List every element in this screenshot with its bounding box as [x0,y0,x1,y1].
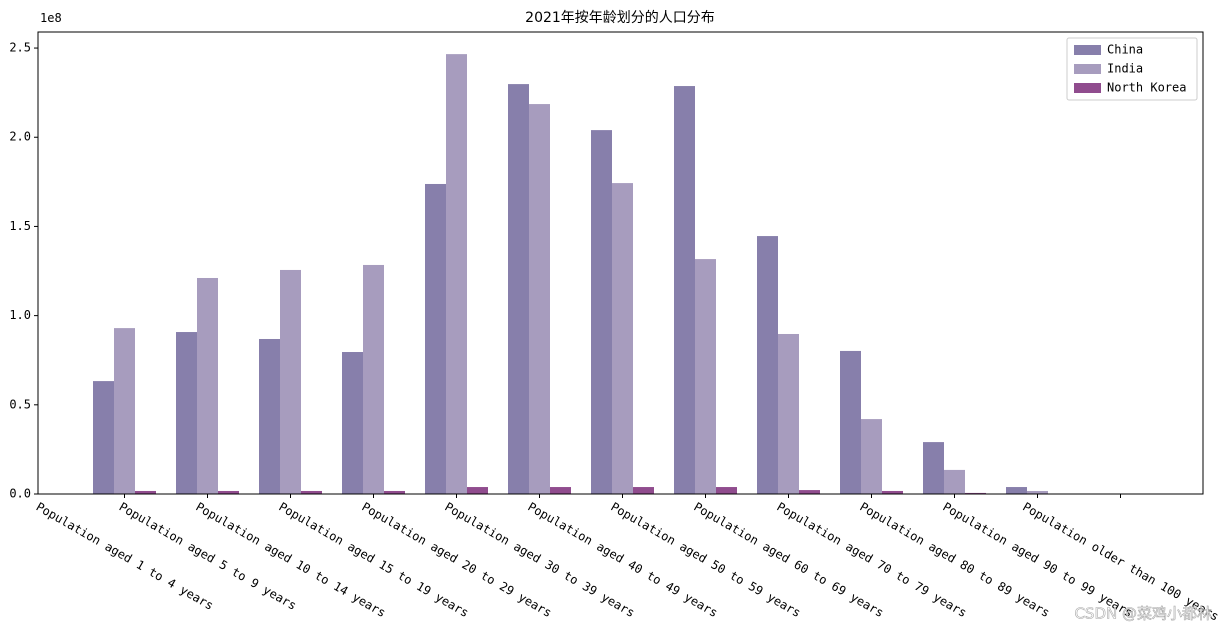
chart-title: 2021年按年龄划分的人口分布 [525,10,715,26]
bar [674,86,695,494]
bar [342,352,363,494]
bar [965,492,986,494]
bar [861,419,882,494]
bar [923,442,944,494]
legend-label: China [1107,43,1143,57]
watermark: CSDN @菜鸡小都林 [1074,605,1212,623]
y-tick-label: 1.5 [9,219,31,233]
bar [280,269,301,494]
y-tick-label: 0.0 [9,487,31,501]
bar [591,130,612,495]
bar [446,54,467,494]
bar [425,183,446,494]
bar [1006,487,1027,494]
bar [218,490,239,494]
bar [363,264,384,494]
bar [840,350,861,494]
legend-swatch [1074,83,1101,93]
y-tick-label: 2.5 [9,41,31,55]
bar [612,183,633,494]
bar [882,490,903,494]
bar [550,487,571,494]
bar [259,338,280,494]
legend-swatch [1074,64,1101,74]
bar [384,490,405,494]
bar [716,487,737,494]
y-tick-label: 2.0 [9,130,31,144]
y-tick-label: 1.0 [9,308,31,322]
bar [757,236,778,494]
bar [944,469,965,494]
bar [799,490,820,494]
bar [197,277,218,494]
x-tick-label: Population aged 1 to 4 years [34,500,216,613]
plot-frame [37,31,1204,495]
bar [301,490,322,494]
bar [508,84,529,494]
bar [93,381,114,494]
bar [529,104,550,494]
bar [695,259,716,494]
bar [778,333,799,494]
legend-label: North Korea [1107,81,1186,95]
y-tick-label: 0.5 [9,397,31,411]
y-offset-label: 1e8 [40,11,62,25]
bar [114,328,135,494]
bar [176,332,197,494]
legend-swatch [1074,45,1101,55]
bar [467,487,488,494]
bar [1027,490,1048,494]
legend-label: India [1107,62,1143,76]
bar [633,487,654,494]
bar [135,490,156,494]
